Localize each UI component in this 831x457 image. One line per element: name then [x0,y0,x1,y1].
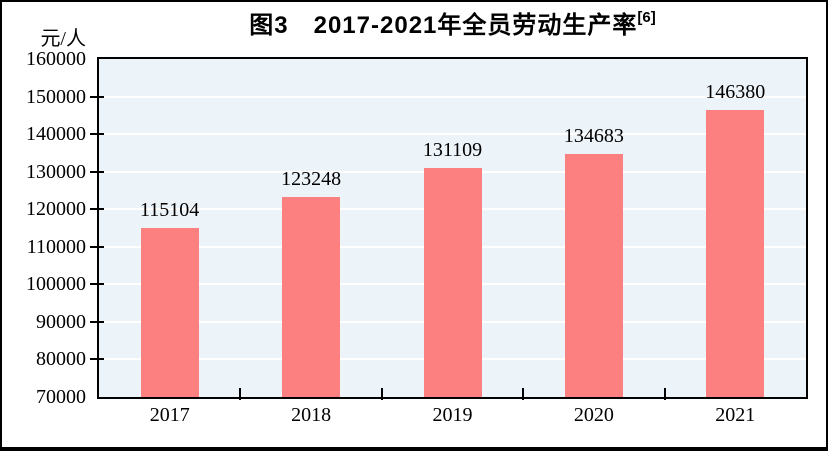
y-axis-tick-label: 100000 [26,273,86,296]
y-axis-tick-label: 160000 [26,48,86,70]
bar [282,197,341,397]
y-axis-tick-mark [90,95,104,98]
chart-title-footnote-ref: [6] [637,9,656,26]
y-axis-tick-label: 140000 [26,123,86,146]
x-axis-tick-mark [663,388,666,400]
y-axis-tick-mark [90,245,104,248]
value-label: 115104 [140,198,200,221]
y-axis-tick-label: 90000 [36,310,86,333]
y-axis-tick-label: 110000 [26,235,86,258]
value-label: 146380 [705,81,766,104]
x-axis-tick-mark [239,388,242,400]
value-label: 123248 [281,168,342,191]
y-axis-tick-label: 120000 [26,198,86,221]
y-axis-tick-label: 150000 [26,85,86,108]
x-axis-tick-label: 2019 [432,404,473,426]
y-axis-tick-mark [90,358,104,361]
x-axis-tick-label: 2017 [149,404,190,426]
y-axis-tick-mark [90,208,104,211]
value-label: 131109 [422,138,483,161]
chart-title-text: 图3 2017-2021年全员劳动生产率 [249,12,638,39]
chart-title: 图3 2017-2021年全员劳动生产率[6] [97,5,808,40]
y-axis-unit-label: 元/人 [40,28,86,50]
bar [140,227,199,397]
y-axis-tick-mark [90,283,104,286]
value-label: 134683 [563,125,624,148]
bar [423,167,482,397]
x-axis-tick-label: 2020 [573,404,614,426]
bar [706,110,765,397]
x-axis-tick-mark [380,388,383,400]
x-axis-tick-label: 2021 [715,404,756,426]
gridline [99,95,806,98]
y-axis-tick-label: 70000 [36,386,86,408]
y-axis-tick-label: 80000 [36,348,86,371]
x-axis-tick-label: 2018 [291,404,332,426]
x-axis-tick-mark [522,388,525,400]
gridline [99,133,806,136]
bar [564,154,623,397]
y-axis-tick-mark [90,170,104,173]
y-axis-tick-mark [90,320,104,323]
y-axis-tick-mark [90,133,104,136]
y-axis-tick-label: 130000 [26,160,86,183]
